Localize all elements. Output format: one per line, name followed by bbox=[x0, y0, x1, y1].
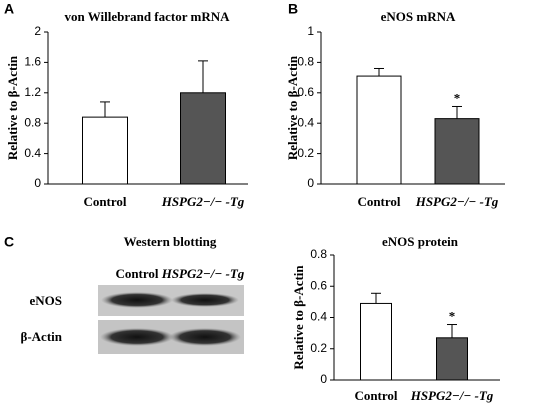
y-tick-label: 0.4 bbox=[24, 146, 41, 160]
panel-label: A bbox=[4, 1, 14, 17]
annotation: * bbox=[454, 90, 461, 105]
blot-band bbox=[171, 293, 239, 307]
chart-title: von Willebrand factor mRNA bbox=[64, 9, 230, 24]
y-tick-label: 0.2 bbox=[297, 146, 314, 160]
y-tick-label: 1 bbox=[307, 24, 314, 38]
bar bbox=[360, 302, 392, 381]
y-tick-label: 2 bbox=[34, 24, 41, 38]
x-tick-label: HSPG2−/− -Tg bbox=[410, 388, 494, 403]
y-tick-label: 1.2 bbox=[24, 85, 41, 99]
x-tick-label: Control bbox=[83, 194, 126, 209]
y-axis-label: Relative to β-Actin bbox=[291, 265, 306, 370]
blot-title: Western blotting bbox=[124, 234, 217, 249]
blot-column: HSPG2−/− -Tg bbox=[161, 266, 245, 281]
y-tick-label: 0.4 bbox=[297, 115, 314, 129]
blot-row: eNOS bbox=[30, 293, 63, 308]
y-tick-label: 1.6 bbox=[24, 55, 41, 69]
bar bbox=[434, 118, 480, 185]
x-tick-label: HSPG2−/− -Tg bbox=[415, 194, 499, 209]
blot-band bbox=[169, 328, 241, 346]
bar bbox=[356, 75, 402, 185]
blot-band bbox=[101, 292, 173, 308]
y-tick-label: 0.6 bbox=[310, 278, 327, 292]
blot-row: β-Actin bbox=[20, 329, 62, 344]
y-tick-label: 0 bbox=[34, 176, 41, 190]
y-tick-label: 0.8 bbox=[24, 115, 41, 129]
annotation: * bbox=[449, 309, 456, 324]
y-axis-label: Relative to β-Actin bbox=[5, 55, 20, 160]
bar bbox=[436, 337, 468, 381]
bar bbox=[82, 116, 128, 185]
chart-title: eNOS mRNA bbox=[381, 9, 456, 24]
x-tick-label: HSPG2−/− -Tg bbox=[161, 194, 245, 209]
y-tick-label: 0 bbox=[307, 176, 314, 190]
bar bbox=[180, 92, 226, 185]
y-tick-label: 0.6 bbox=[297, 85, 314, 99]
x-tick-label: Control bbox=[354, 388, 397, 403]
panel-label: C bbox=[4, 234, 14, 250]
y-tick-label: 0.2 bbox=[310, 341, 327, 355]
y-tick-label: 0.8 bbox=[297, 55, 314, 69]
y-axis-label: Relative to β-Actin bbox=[285, 55, 300, 160]
y-tick-label: 0.8 bbox=[310, 247, 327, 261]
y-tick-label: 0 bbox=[320, 372, 327, 386]
x-tick-label: Control bbox=[357, 194, 400, 209]
chart-title: eNOS protein bbox=[382, 234, 459, 249]
y-tick-label: 0.4 bbox=[310, 310, 327, 324]
panel-label: B bbox=[288, 1, 298, 17]
blot-band bbox=[100, 328, 174, 346]
blot-column: Control bbox=[115, 266, 158, 281]
